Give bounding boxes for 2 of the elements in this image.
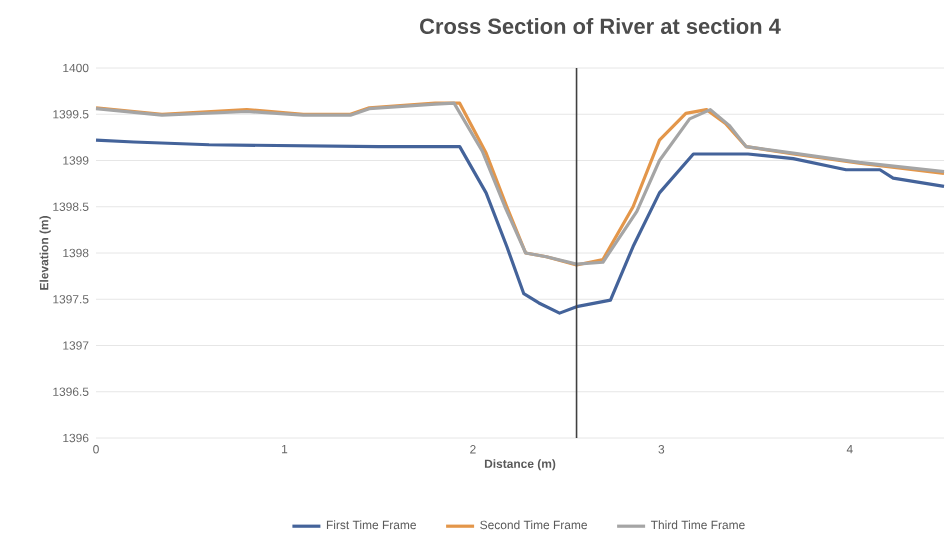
- line-series: [94, 138, 946, 315]
- chart-title: Cross Section of River at section 4: [420, 17, 781, 35]
